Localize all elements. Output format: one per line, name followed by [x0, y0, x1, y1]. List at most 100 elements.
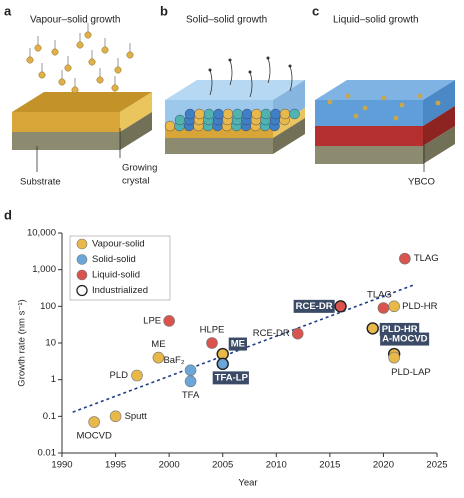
point-label: RCE-DR: [296, 301, 333, 312]
point-label: TFA-LP: [215, 372, 249, 383]
data-point: [163, 315, 175, 327]
sphere: [251, 108, 262, 120]
point-label: ME: [231, 339, 245, 350]
sphere: [184, 108, 196, 120]
y-axis-label: Growth rate (nm s⁻¹): [17, 299, 28, 386]
x-tick-label: 2010: [266, 460, 287, 471]
label-box: [380, 332, 430, 346]
data-point: [366, 322, 379, 335]
data-point: [291, 327, 304, 340]
legend-label: Liquid-solid: [92, 270, 140, 281]
panel-title: Solid–solid growth: [186, 15, 267, 26]
solute: [417, 93, 423, 99]
data-point: [131, 369, 143, 382]
block-side: [120, 92, 152, 132]
sphere: [213, 108, 224, 120]
label: Growing: [122, 163, 157, 174]
block-top: [12, 92, 152, 112]
data-point: [184, 364, 197, 377]
sphere: [194, 108, 205, 120]
block-front: [12, 132, 120, 150]
particle: [88, 58, 96, 66]
solute: [381, 95, 387, 101]
y-tick-label: 10,000: [27, 228, 56, 239]
gas-arrow: [267, 57, 271, 84]
point-label: HLPE: [200, 325, 225, 336]
particle: [64, 64, 72, 72]
data-point: [109, 410, 122, 423]
panel-letter: a: [4, 3, 12, 18]
particle: [34, 44, 42, 52]
sphere: [279, 108, 291, 120]
data-point: [399, 252, 411, 265]
label-box: [293, 299, 335, 313]
x-tick-label: 1995: [105, 460, 126, 471]
data-point: [377, 302, 390, 314]
sphere: [270, 108, 281, 120]
x-tick-label: 2000: [159, 460, 180, 471]
particle: [38, 71, 46, 79]
sphere: [164, 120, 176, 132]
panel-letter: c: [312, 3, 319, 18]
legend-label: Solid-solid: [92, 254, 136, 265]
particle: [26, 56, 34, 64]
point-label: PLD: [110, 370, 129, 381]
point-label: PLD-LAP: [391, 367, 431, 378]
y-tick-label: 100: [40, 301, 56, 312]
point-label: Sputt: [125, 411, 148, 422]
data-point: [152, 351, 165, 364]
legend-marker: [76, 238, 88, 250]
point-label: TFA: [182, 390, 200, 401]
sphere: [203, 108, 215, 120]
panel-letter: d: [4, 207, 12, 222]
arrow-head: [288, 64, 292, 68]
solute: [353, 113, 359, 119]
data-point: [334, 300, 347, 313]
legend-marker: [76, 269, 88, 281]
solute: [327, 99, 333, 105]
sphere: [222, 108, 234, 120]
block-side: [273, 118, 305, 154]
label-box: [212, 371, 249, 385]
y-tick-label: 1: [51, 374, 56, 385]
block-side: [423, 126, 455, 164]
sphere: [174, 114, 186, 126]
particle: [58, 78, 66, 86]
sphere: [232, 108, 243, 120]
block-front: [165, 128, 273, 138]
block-front: [165, 138, 273, 154]
panel-letter: b: [160, 3, 168, 18]
point-label: PLD-HR: [402, 301, 438, 312]
solute: [435, 100, 441, 106]
sphere: [241, 108, 253, 120]
y-tick-label: 10: [45, 338, 56, 349]
label: crystal: [122, 176, 149, 187]
x-axis-label: Year: [238, 478, 257, 489]
x-tick-label: 2020: [373, 460, 394, 471]
y-tick-label: 0.01: [38, 448, 57, 459]
point-label: ME: [151, 339, 165, 350]
particle: [96, 76, 104, 84]
label-box: [228, 337, 247, 351]
particle: [114, 66, 122, 74]
y-tick-label: 0.1: [43, 411, 56, 422]
data-point: [388, 351, 400, 364]
particle: [126, 51, 134, 59]
particle: [101, 46, 109, 54]
particle: [76, 41, 84, 49]
block-front: [12, 112, 120, 132]
point-label: BaF₂: [163, 355, 184, 366]
solute: [345, 93, 351, 99]
legend-label: Vapour-solid: [92, 239, 145, 250]
sphere: [260, 108, 272, 120]
gas-arrow: [289, 65, 293, 92]
x-tick-label: 2005: [212, 460, 233, 471]
data-point: [206, 337, 218, 349]
legend-marker: [76, 254, 88, 265]
particle: [111, 84, 119, 92]
panel-title: Liquid–solid growth: [333, 15, 419, 26]
block-front: [315, 100, 423, 126]
block-front: [315, 146, 423, 164]
illustrations: [12, 23, 455, 164]
